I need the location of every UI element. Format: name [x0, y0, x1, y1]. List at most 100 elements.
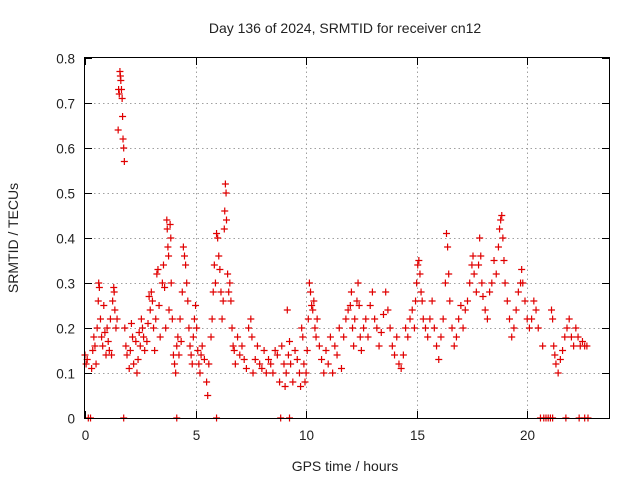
data-point — [406, 315, 414, 323]
data-point — [123, 351, 131, 359]
data-point — [388, 342, 396, 350]
data-point — [137, 315, 145, 323]
data-point — [483, 315, 491, 323]
chart-title: Day 136 of 2024, SRMTID for receiver cn1… — [209, 20, 482, 36]
data-point — [500, 257, 508, 264]
data-point — [496, 225, 504, 233]
data-point — [534, 324, 542, 332]
data-point — [309, 306, 317, 314]
data-point — [498, 212, 506, 219]
data-point — [82, 360, 90, 368]
data-point — [428, 297, 436, 305]
data-point — [125, 365, 133, 372]
data-point — [153, 270, 161, 278]
x-tick-label: 0 — [82, 428, 90, 443]
data-point — [203, 378, 211, 386]
data-point — [249, 369, 257, 377]
data-point — [197, 351, 205, 359]
data-point — [503, 297, 511, 305]
data-point — [295, 369, 303, 377]
data-point — [417, 288, 425, 296]
data-point — [478, 279, 486, 287]
data-point — [506, 315, 514, 323]
data-point — [276, 378, 284, 386]
data-point — [445, 270, 453, 278]
data-point — [508, 333, 516, 341]
data-point — [468, 261, 476, 269]
data-point — [110, 288, 118, 296]
data-point — [178, 288, 186, 296]
data-point — [134, 356, 142, 363]
data-point — [397, 365, 405, 372]
data-point — [450, 342, 458, 350]
data-point — [222, 189, 230, 197]
y-tick-label: 0.6 — [56, 142, 75, 157]
data-point — [297, 383, 305, 390]
data-point — [190, 315, 198, 323]
y-tick-label: 0.3 — [56, 277, 75, 292]
data-point — [412, 297, 420, 305]
data-point — [514, 288, 522, 296]
data-point — [479, 293, 487, 300]
data-point — [424, 333, 432, 341]
data-point — [156, 333, 164, 341]
data-point — [91, 342, 99, 350]
data-point — [521, 297, 529, 305]
data-point — [402, 324, 410, 332]
data-point — [419, 315, 427, 323]
data-point — [340, 333, 348, 341]
data-point — [360, 324, 368, 332]
data-point — [117, 86, 125, 93]
data-point — [395, 360, 403, 368]
data-point — [230, 347, 238, 354]
data-point — [135, 329, 143, 336]
data-point — [559, 347, 567, 354]
data-point — [93, 324, 101, 332]
data-point — [299, 333, 307, 341]
data-point — [223, 216, 231, 224]
data-point — [410, 324, 418, 332]
data-point — [355, 302, 363, 309]
data-point — [221, 207, 229, 215]
data-point — [291, 347, 299, 354]
data-point — [88, 365, 96, 372]
data-point — [119, 135, 127, 143]
data-point — [163, 216, 171, 224]
data-point — [258, 365, 266, 372]
data-point — [231, 360, 239, 368]
data-point — [228, 324, 236, 332]
data-point — [188, 360, 196, 368]
data-point — [238, 342, 246, 350]
data-point — [466, 279, 474, 287]
data-point — [256, 360, 264, 368]
data-point — [567, 333, 575, 341]
data-point — [210, 261, 218, 269]
axis-ticks: 0 0.1 0.2 0.3 0.4 0.5 0.6 0.7 0.8 0 5 10 15 20 — [56, 52, 609, 443]
data-point — [112, 324, 120, 332]
data-point — [214, 234, 222, 242]
data-point — [167, 279, 175, 287]
data-point — [382, 288, 390, 296]
data-point — [106, 315, 114, 323]
data-point — [572, 324, 580, 332]
data-point — [563, 324, 571, 332]
data-point — [193, 324, 201, 332]
data-point — [303, 347, 311, 354]
data-point — [583, 342, 591, 350]
data-point — [435, 356, 443, 363]
data-point — [353, 297, 361, 305]
data-point — [273, 351, 281, 359]
data-point — [320, 369, 328, 377]
data-point — [373, 324, 381, 332]
data-point — [151, 347, 159, 354]
data-point — [472, 288, 480, 296]
data-point — [439, 315, 447, 323]
grid-lines — [85, 58, 609, 418]
x-axis-label: GPS time / hours — [292, 458, 399, 474]
data-point — [215, 252, 223, 260]
data-point — [100, 302, 108, 309]
data-point — [127, 320, 135, 327]
data-point — [218, 315, 226, 323]
data-point — [490, 257, 498, 264]
data-point — [539, 342, 547, 350]
